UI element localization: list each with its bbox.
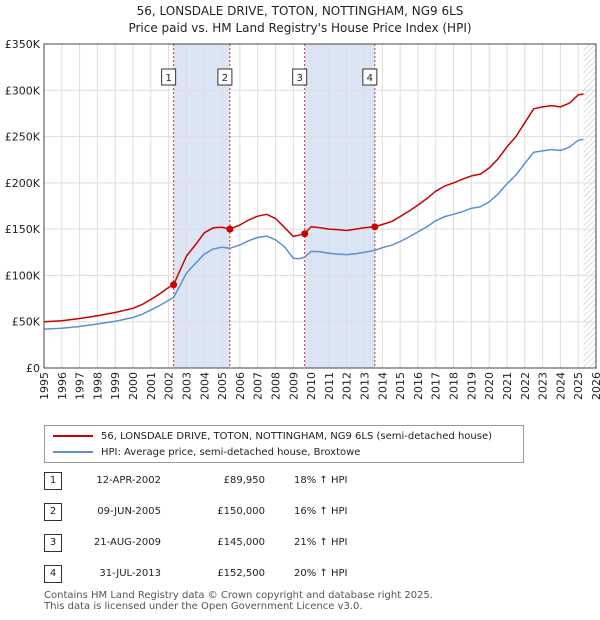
x-tick-label: 1995 [38,372,51,400]
sale-point [170,281,178,289]
x-tick-label: 1996 [56,372,69,400]
table-row: 2 09-JUN-2005 £150,000 16% ↑ HPI [44,503,464,521]
transaction-price: £145,000 [217,537,265,548]
hpi-line [43,138,584,330]
transaction-hpi-diff: 20% ↑ HPI [294,568,348,579]
y-tick-label: £0 [26,362,40,375]
transaction-price: £89,950 [223,475,265,486]
transaction-number-badge: 3 [44,534,62,552]
transaction-date: 09-JUN-2005 [97,506,161,517]
transaction-number-badge: 2 [44,503,62,521]
transaction-price: £152,500 [217,568,265,579]
chart-legend: 56, LONSDALE DRIVE, TOTON, NOTTINGHAM, N… [44,425,524,463]
legend-label-hpi: HPI: Average price, semi-detached house,… [101,446,361,458]
x-tick-label: 2020 [483,372,496,400]
x-tick-label: 2012 [341,372,354,400]
footer-attribution: Contains HM Land Registry data © Crown c… [44,590,433,612]
table-row: 3 21-AUG-2009 £145,000 21% ↑ HPI [44,534,464,552]
x-tick-label: 2000 [127,372,140,400]
transaction-number-badge: 4 [44,565,62,583]
x-tick-label: 2023 [537,372,550,400]
x-tick-label: 2001 [145,372,158,400]
sale-number-box [292,68,308,86]
legend-swatch-property [53,435,93,437]
x-tick-label: 2003 [180,372,193,400]
x-tick-label: 2009 [287,372,300,400]
transaction-date: 21-AUG-2009 [93,537,161,548]
footer-line-copyright: Contains HM Land Registry data © Crown c… [44,590,433,601]
x-tick-label: 2013 [359,372,372,400]
x-tick-label: 2019 [465,372,478,400]
x-tick-label: 2015 [394,372,407,400]
transaction-hpi-diff: 18% ↑ HPI [294,475,348,486]
chart-title: 56, LONSDALE DRIVE, TOTON, NOTTINGHAM, N… [136,4,464,18]
x-tick-label: 2002 [163,372,176,400]
y-tick-label: £250K [5,131,41,144]
x-tick-label: 2018 [448,372,461,400]
sale-number-box [362,68,378,86]
ownership-shade [304,44,375,368]
x-tick-label: 1998 [91,372,104,400]
x-tick-label: 2016 [412,372,425,400]
x-tick-label: 2010 [305,372,318,400]
sale-number-box [161,68,177,86]
x-tick-label: 2014 [376,372,389,400]
sale-number-label: 1 [165,73,171,84]
ownership-shade [173,44,230,368]
sale-point [301,230,309,238]
x-tick-label: 2017 [430,372,443,400]
x-tick-label: 1997 [74,372,87,400]
y-tick-label: £350K [5,38,41,51]
sale-number-box [217,68,233,86]
x-tick-label: 2007 [252,372,265,400]
transaction-hpi-diff: 16% ↑ HPI [294,506,348,517]
price-chart: £0 £50K £100K £150K £200K £250K £300K £350K 1995… [5,38,600,400]
forecast-hatch [583,44,596,368]
y-tick-label: £200K [5,177,41,190]
x-tick-label: 2022 [519,372,532,400]
x-tick-label: 2005 [216,372,229,400]
sale-point [371,223,379,231]
transaction-number-badge: 1 [44,472,62,490]
legend-item-property: 56, LONSDALE DRIVE, TOTON, NOTTINGHAM, N… [53,429,492,443]
x-tick-label: 2011 [323,372,336,400]
transaction-price: £150,000 [217,506,265,517]
x-tick-label: 2021 [501,372,514,400]
transaction-hpi-diff: 21% ↑ HPI [294,537,348,548]
table-row: 4 31-JUL-2013 £152,500 20% ↑ HPI [44,565,464,583]
y-tick-label: £300K [5,84,41,97]
y-tick-label: £50K [12,316,41,329]
sale-number-label: 2 [222,73,228,84]
x-tick-label: 1999 [109,372,122,400]
y-tick-label: £100K [5,269,41,282]
x-tick-label: 2008 [269,372,282,400]
x-tick-label: 2004 [198,372,211,400]
x-tick-label: 2026 [590,372,600,400]
x-tick-label: 2024 [554,372,567,400]
transaction-date: 31-JUL-2013 [99,568,161,579]
sale-number-label: 3 [296,73,302,84]
legend-swatch-hpi [53,451,93,453]
footer-line-licence: This data is licensed under the Open Gov… [44,601,363,612]
plot-frame [43,43,597,369]
y-tick-label: £150K [5,223,41,236]
x-tick-label: 2025 [572,372,585,400]
transaction-date: 12-APR-2002 [96,475,161,486]
legend-item-hpi: HPI: Average price, semi-detached house,… [53,445,360,459]
x-tick-label: 2006 [234,372,247,400]
table-row: 1 12-APR-2002 £89,950 18% ↑ HPI [44,472,464,490]
chart-subtitle: Price paid vs. HM Land Registry's House … [128,21,472,35]
sale-number-label: 4 [367,73,373,84]
legend-label-property: 56, LONSDALE DRIVE, TOTON, NOTTINGHAM, N… [101,430,493,442]
sale-point [226,225,234,233]
